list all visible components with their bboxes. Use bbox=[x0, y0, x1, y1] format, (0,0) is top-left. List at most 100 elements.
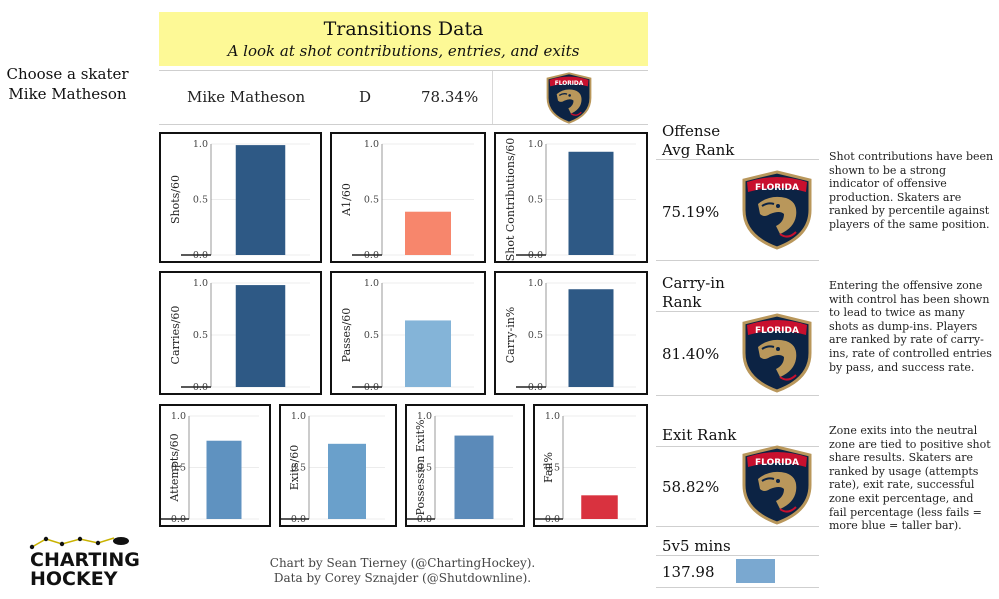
brand-line2: HOCKEY bbox=[30, 568, 118, 590]
team-logo: FLORIDA bbox=[545, 72, 593, 128]
credit-chart-author: Chart by Sean Tierney (@ChartingHockey). bbox=[269, 556, 536, 570]
chart-panel-shots: 0.0 0.5 1.0 Shots/60 bbox=[159, 132, 322, 263]
divider bbox=[656, 159, 819, 160]
y-tick-label: 0.5 bbox=[364, 195, 379, 206]
exit-rank-value: 58.82% bbox=[662, 478, 720, 496]
divider bbox=[656, 446, 819, 447]
y-axis-label: Attempts/60 bbox=[168, 433, 181, 502]
chart-panel-shot-contributions: 0.0 0.5 1.0 Shot Contributions/60 bbox=[494, 132, 648, 263]
offense-rank-description: Shot contributions have been shown to be… bbox=[829, 150, 994, 231]
credits: Chart by Sean Tierney (@ChartingHockey).… bbox=[250, 556, 555, 586]
chart-panel-exits: 0.0 0.5 1.0 Exits/60 bbox=[279, 404, 397, 527]
page-subtitle: A look at shot contributions, entries, a… bbox=[227, 42, 580, 60]
bar bbox=[568, 289, 614, 387]
bar bbox=[405, 320, 451, 387]
y-tick-label: 0.5 bbox=[417, 463, 432, 474]
chart-panel-carries: 0.0 0.5 1.0 Carries/60 bbox=[159, 271, 322, 395]
y-tick-label: 0.5 bbox=[171, 463, 186, 474]
y-axis-label: A1/60 bbox=[340, 183, 353, 217]
florida-panthers-logo-icon: FLORIDA bbox=[742, 445, 812, 525]
offense-rank-label-line1: Offense bbox=[662, 122, 721, 140]
y-tick-label: 1.0 bbox=[193, 139, 208, 150]
divider bbox=[656, 587, 819, 588]
y-tick-label: 1.0 bbox=[417, 411, 432, 422]
bar bbox=[581, 495, 618, 519]
y-axis-label: Exits/60 bbox=[288, 445, 301, 491]
minutes-value: 137.98 bbox=[662, 563, 715, 581]
divider bbox=[656, 555, 819, 556]
svg-text:FLORIDA: FLORIDA bbox=[755, 458, 799, 468]
minutes-label: 5v5 mins bbox=[662, 537, 731, 555]
florida-panthers-logo-icon: FLORIDA bbox=[546, 72, 592, 124]
y-axis-label: Possession Exit% bbox=[414, 419, 427, 515]
team-logo: FLORIDA bbox=[740, 313, 814, 397]
chart-panel-a1: 0.0 0.5 1.0 A1/60 bbox=[330, 132, 486, 263]
bar bbox=[206, 440, 242, 519]
exit-rank-label: Exit Rank bbox=[662, 426, 736, 445]
y-tick-label: 1.0 bbox=[528, 278, 543, 289]
florida-panthers-logo-icon: FLORIDA bbox=[742, 313, 812, 393]
y-axis-label: Shot Contributions/60 bbox=[504, 138, 517, 262]
y-tick-label: 1.0 bbox=[171, 411, 186, 422]
divider bbox=[656, 311, 819, 312]
svg-text:FLORIDA: FLORIDA bbox=[755, 183, 799, 193]
exit-rank-label-line1: Exit Rank bbox=[662, 426, 737, 444]
divider bbox=[656, 395, 819, 396]
team-logo: FLORIDA bbox=[740, 170, 814, 254]
minutes-bar bbox=[736, 559, 775, 583]
y-tick-label: 1.0 bbox=[364, 278, 379, 289]
carry-in-rank-label-line2: Rank bbox=[662, 293, 702, 311]
player-info-row: Mike Matheson D 78.34% FLORIDA bbox=[159, 70, 648, 125]
y-tick-label: 0.5 bbox=[364, 330, 379, 341]
y-tick-label: 0.5 bbox=[193, 330, 208, 341]
offense-rank-label-line2: Avg Rank bbox=[662, 141, 735, 159]
y-tick-label: 0.5 bbox=[193, 195, 208, 206]
carry-in-rank-label-line1: Carry-in bbox=[662, 274, 725, 292]
bar bbox=[405, 211, 451, 255]
y-tick-label: 1.0 bbox=[291, 411, 306, 422]
bar bbox=[235, 145, 286, 255]
skater-selector-value[interactable]: Mike Matheson bbox=[8, 85, 127, 103]
divider bbox=[656, 260, 819, 261]
credit-data-author: Data by Corey Sznajder (@Shutdownline). bbox=[273, 571, 532, 585]
y-tick-label: 1.0 bbox=[545, 411, 560, 422]
player-position: D bbox=[359, 88, 372, 106]
skater-selector[interactable]: Choose a skater Mike Matheson bbox=[0, 64, 135, 104]
svg-text:FLORIDA: FLORIDA bbox=[755, 326, 799, 336]
y-axis-label: Fail% bbox=[542, 452, 555, 483]
y-axis-label: Carries/60 bbox=[169, 306, 182, 365]
carry-in-rank-description: Entering the offensive zone with control… bbox=[829, 279, 992, 374]
bar bbox=[568, 151, 614, 255]
carry-in-rank-value: 81.40% bbox=[662, 345, 720, 363]
chart-panel-possession-exit: 0.0 0.5 1.0 Possession Exit% bbox=[405, 404, 525, 527]
bar bbox=[454, 435, 494, 519]
offense-rank-value: 75.19% bbox=[662, 203, 720, 221]
bar bbox=[235, 285, 286, 387]
player-name: Mike Matheson bbox=[187, 88, 306, 106]
charting-hockey-logo: CHARTING HOCKEY bbox=[28, 533, 140, 591]
bar bbox=[328, 443, 366, 519]
exit-rank-description: Zone exits into the neutral zone are tie… bbox=[829, 424, 991, 533]
carry-in-rank-label: Carry-in Rank bbox=[662, 274, 725, 312]
skater-selector-label: Choose a skater bbox=[6, 65, 129, 83]
chart-title-banner: Transitions Data A look at shot contribu… bbox=[159, 12, 648, 66]
chart-panel-attempts: 0.0 0.5 1.0 Attempts/60 bbox=[159, 404, 271, 527]
florida-panthers-logo-icon: FLORIDA bbox=[742, 170, 812, 250]
y-axis-label: Shots/60 bbox=[169, 175, 182, 224]
chart-panel-passes: 0.0 0.5 1.0 Passes/60 bbox=[330, 271, 486, 395]
y-tick-label: 0.5 bbox=[545, 463, 560, 474]
y-tick-label: 1.0 bbox=[193, 278, 208, 289]
y-tick-label: 1.0 bbox=[528, 139, 543, 150]
player-percent: 78.34% bbox=[421, 88, 479, 106]
page-title: Transitions Data bbox=[323, 18, 484, 40]
hockey-stick-icon: CHARTING HOCKEY bbox=[29, 536, 140, 590]
y-tick-label: 0.5 bbox=[528, 330, 543, 341]
